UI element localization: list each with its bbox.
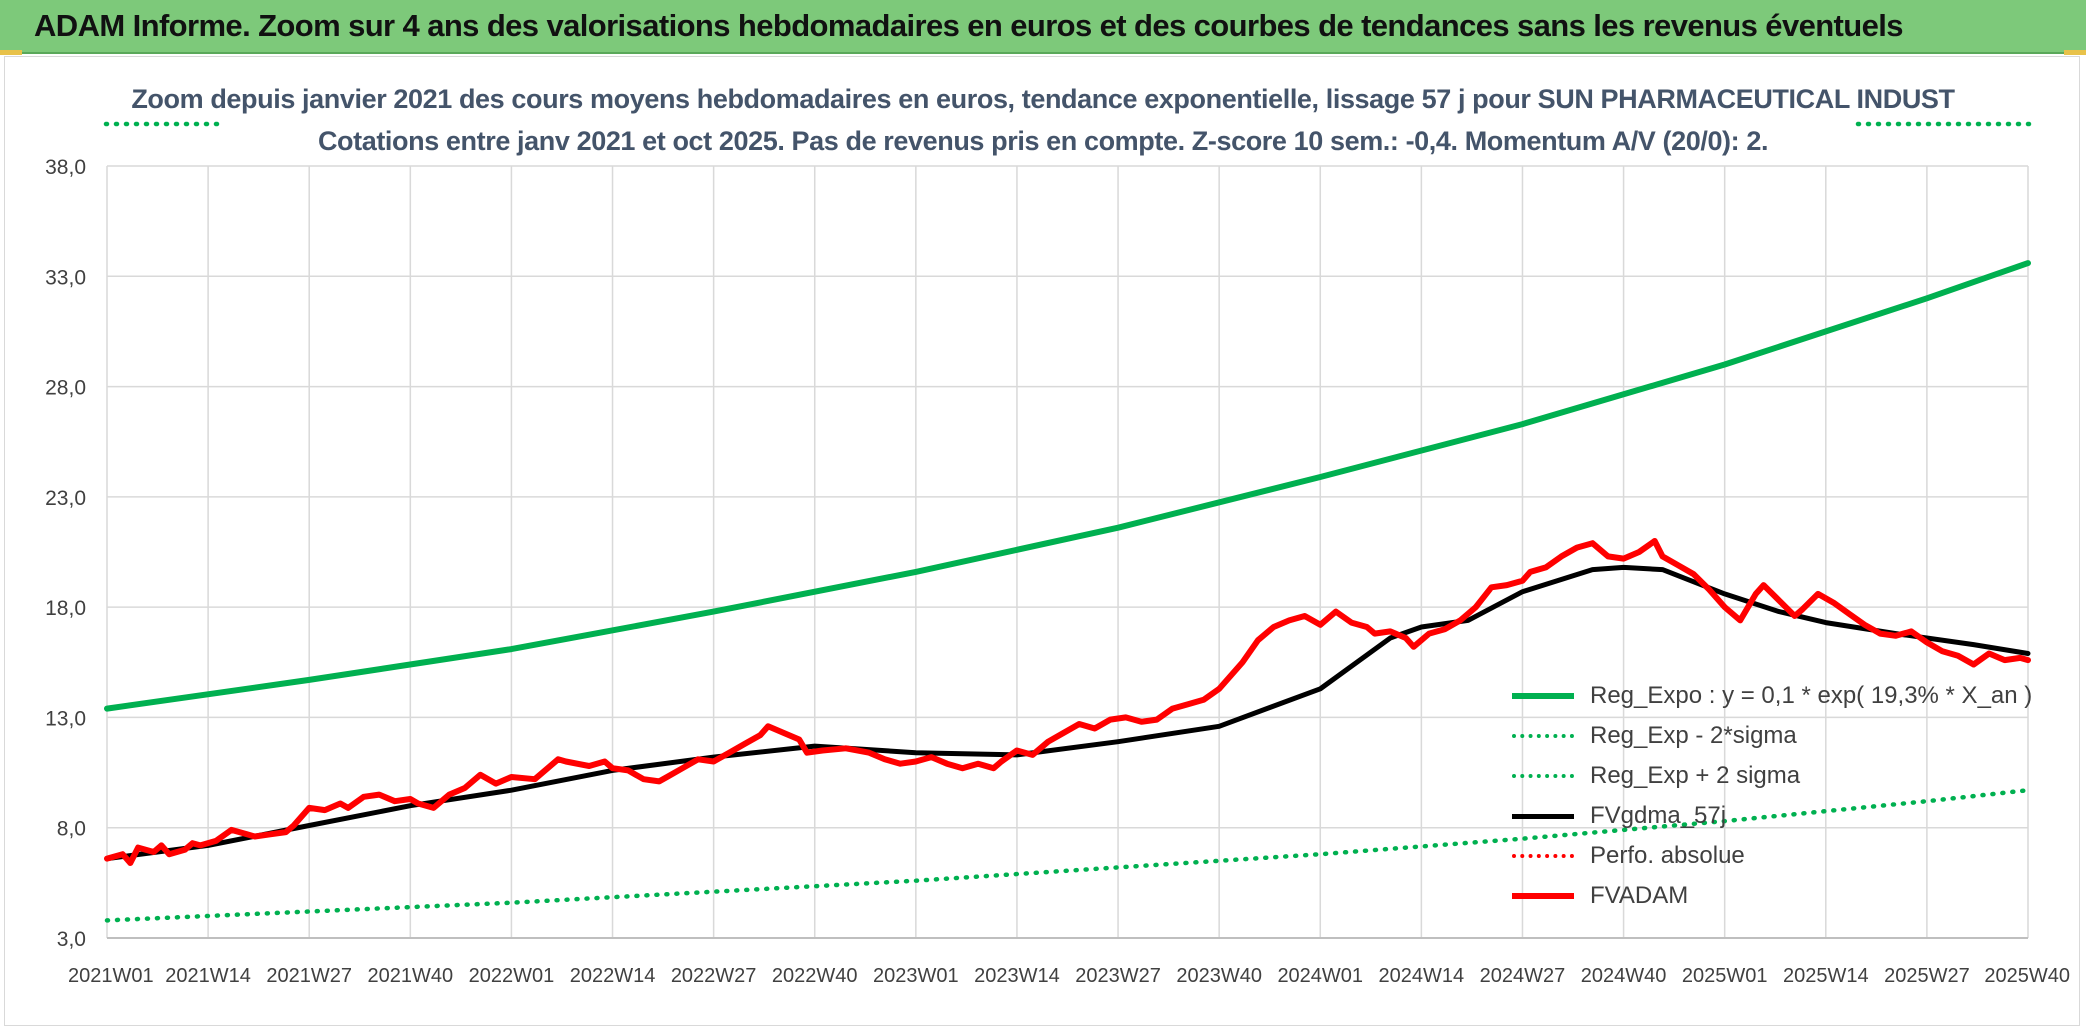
y-tick-label: 18,0: [45, 597, 86, 620]
banner-title: ADAM Informe. Zoom sur 4 ans des valoris…: [34, 8, 1904, 43]
legend-label: Reg_Expo : y = 0,1 * exp( 19,3% * X_an ): [1590, 682, 2033, 709]
legend-swatch: [1512, 693, 1574, 699]
legend-item: Reg_Expo : y = 0,1 * exp( 19,3% * X_an ): [1512, 676, 2032, 716]
y-tick-label: 13,0: [45, 707, 86, 730]
x-tick-label: 2023W14: [974, 965, 1060, 987]
legend-swatch: [1512, 774, 1574, 778]
legend-item: FVADAM: [1512, 876, 2032, 916]
x-tick-label: 2024W14: [1379, 965, 1465, 987]
x-tick-label: 2025W40: [1984, 965, 2070, 987]
x-tick-label: 2025W27: [1884, 965, 1970, 987]
x-tick-label: 2022W14: [570, 965, 656, 987]
legend-item: FVgdma_57j: [1512, 796, 2032, 836]
x-tick-label: 2023W01: [873, 965, 959, 987]
x-tick-label: 2025W14: [1783, 965, 1869, 987]
x-tick-label: 2023W27: [1075, 965, 1161, 987]
legend-label: Perfo. absolue: [1590, 842, 1745, 869]
legend-swatch: [1512, 734, 1574, 738]
series-line-3: [104, 564, 2031, 862]
x-tick-label: 2025W01: [1682, 965, 1768, 987]
series-line-1: [104, 787, 2031, 923]
series-line-5: [104, 538, 2031, 866]
y-tick-label: 28,0: [45, 377, 86, 400]
y-tick-label: 3,0: [57, 928, 86, 951]
legend-item: Reg_Exp - 2*sigma: [1512, 716, 2032, 756]
legend-item: Reg_Exp + 2 sigma: [1512, 756, 2032, 796]
report-banner: ADAM Informe. Zoom sur 4 ans des valoris…: [0, 0, 2086, 54]
x-tick-label: 2021W27: [266, 965, 352, 987]
banner-corner-left: [0, 50, 22, 55]
banner-corner-right: [2064, 50, 2086, 55]
x-tick-label: 2023W40: [1176, 965, 1262, 987]
legend-item: Perfo. absolue: [1512, 836, 2032, 876]
legend-label: Reg_Exp - 2*sigma: [1590, 722, 1797, 749]
chart-legend: Reg_Expo : y = 0,1 * exp( 19,3% * X_an )…: [1512, 676, 2032, 916]
legend-label: FVgdma_57j: [1590, 802, 1727, 829]
y-tick-label: 8,0: [57, 818, 86, 841]
chart-subtitle: Cotations entre janv 2021 et oct 2025. P…: [317, 126, 1769, 156]
x-tick-label: 2022W01: [469, 965, 555, 987]
chart-title: Zoom depuis janvier 2021 des cours moyen…: [131, 84, 1955, 114]
chart-frame: [4, 56, 2080, 1026]
x-tick-label: 2021W40: [368, 965, 454, 987]
y-tick-label: 38,0: [45, 156, 86, 179]
x-tick-label: 2021W01: [68, 965, 154, 987]
legend-swatch: [1512, 854, 1574, 858]
x-tick-label: 2024W40: [1581, 965, 1667, 987]
x-tick-label: 2022W40: [772, 965, 858, 987]
y-tick-label: 23,0: [45, 487, 86, 510]
legend-label: FVADAM: [1590, 882, 1689, 909]
x-tick-label: 2024W01: [1277, 965, 1363, 987]
x-tick-label: 2022W27: [671, 965, 757, 987]
x-tick-label: 2021W14: [165, 965, 251, 987]
legend-swatch: [1512, 813, 1574, 819]
x-tick-label: 2024W27: [1480, 965, 1566, 987]
legend-label: Reg_Exp + 2 sigma: [1590, 762, 1801, 789]
series-line-0: [104, 260, 2031, 712]
y-tick-label: 33,0: [45, 266, 86, 289]
legend-swatch: [1512, 893, 1574, 899]
